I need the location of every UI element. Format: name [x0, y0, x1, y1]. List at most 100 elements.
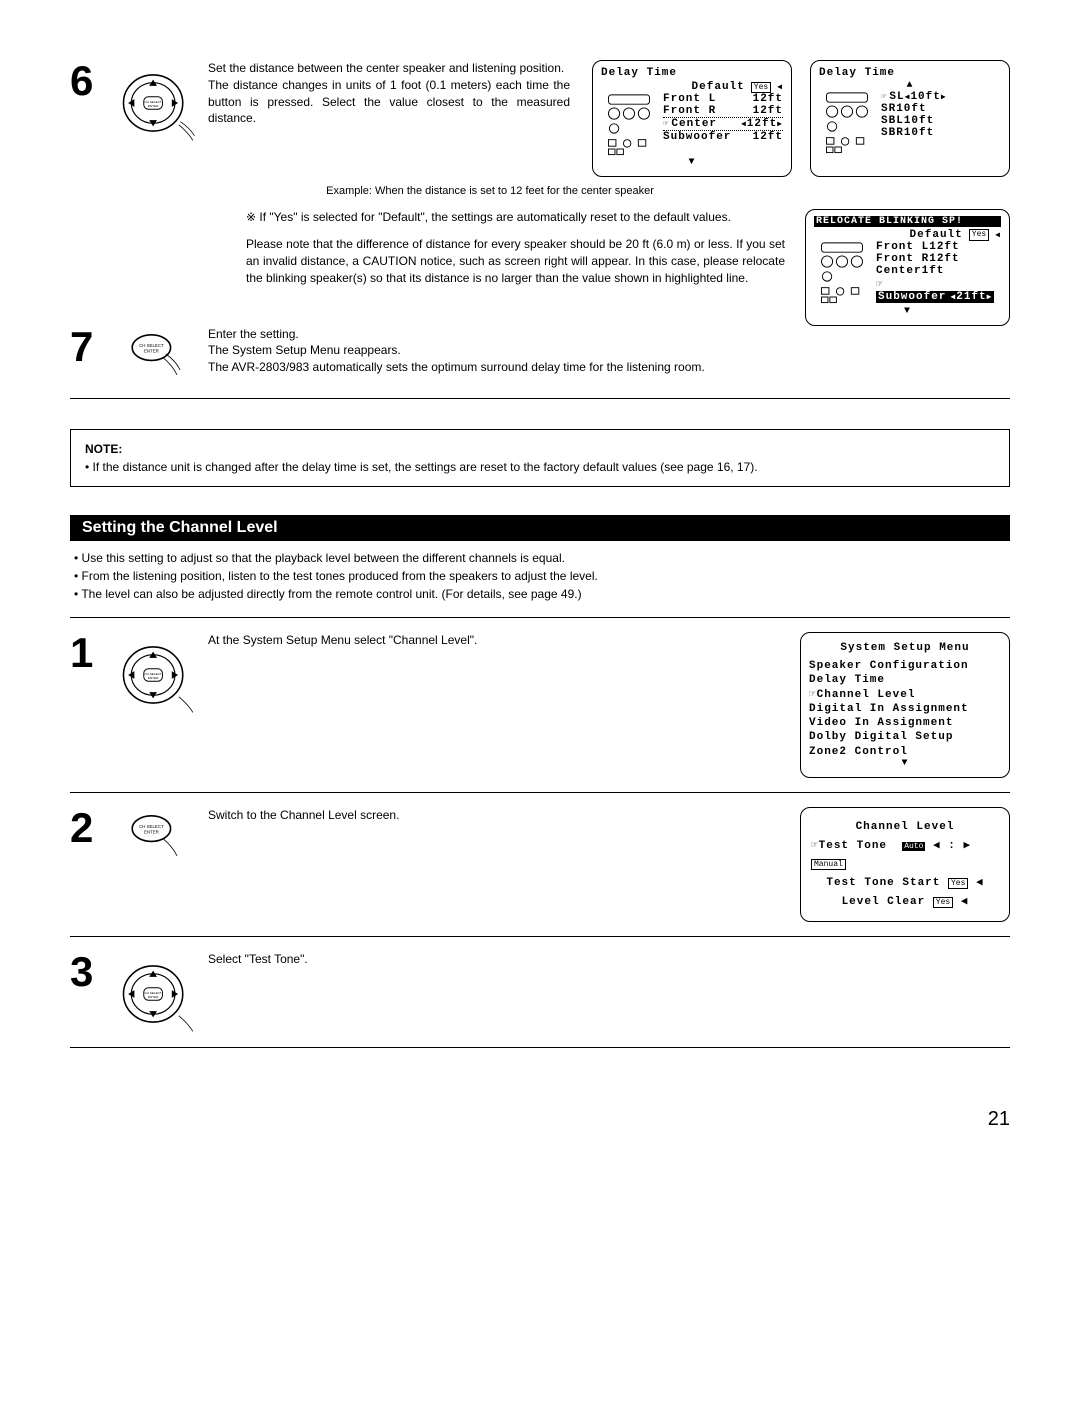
row-label: SBL: [881, 115, 904, 127]
arrow-left-icon: [995, 229, 1001, 241]
text-line: Enter the setting.: [208, 326, 998, 343]
delay-time-screen-1: Delay Time Default Yes: [592, 60, 792, 177]
remote-icon: [601, 93, 657, 158]
yes-tag: Yes: [948, 878, 968, 889]
step-7: 7 CH SELECT ENTER Enter the setting. The…: [70, 326, 1010, 378]
step-number: 6: [70, 60, 106, 102]
arrow-right-icon: [987, 291, 993, 303]
row-value: 12ft: [929, 253, 959, 265]
step-number: 7: [70, 326, 106, 368]
step-7-text: Enter the setting. The System Setup Menu…: [208, 326, 1010, 376]
menu-item-label: Channel Level: [817, 689, 916, 701]
row-label: Center: [876, 265, 922, 277]
divider: [70, 936, 1010, 937]
step-6-screens: Delay Time Default Yes: [592, 60, 1010, 177]
svg-text:ENTER: ENTER: [148, 104, 159, 108]
dpad-icon: CH SELECT ENTER: [116, 60, 198, 142]
row-label: Front R: [876, 253, 929, 265]
step-6-text: Set the distance between the center spea…: [208, 60, 582, 127]
system-setup-menu-screen: System Setup Menu Speaker Configuration …: [800, 632, 1010, 778]
yes-tag: Yes: [933, 897, 953, 908]
default-label: Default: [910, 229, 963, 241]
bullet-item: Use this setting to adjust so that the p…: [74, 549, 1010, 567]
default-value: Yes: [969, 229, 989, 241]
relocate-heading: RELOCATE BLINKING SP!: [814, 216, 1001, 227]
note-bullet: • If the distance unit is changed after …: [85, 458, 995, 476]
step-6: 6 CH SELECT ENTER Set the distance betwe…: [70, 60, 1010, 177]
note-text: If the distance unit is changed after th…: [93, 460, 758, 474]
dpad-icon: CH SELECT ENTER: [116, 951, 198, 1033]
text-line: The AVR-2803/983 automatically sets the …: [208, 359, 998, 376]
menu-row: ☞Test Tone Auto ◀ : ▶ Manual: [811, 837, 999, 874]
row-value: 1ft: [922, 265, 945, 277]
svg-text:CH SELECT: CH SELECT: [139, 342, 164, 347]
up-arrow-icon: ▲: [819, 81, 1001, 91]
arrow-right-icon: [777, 118, 783, 130]
yes-default-note: ※ If "Yes" is selected for "Default", th…: [246, 209, 785, 226]
row-value: 12ft: [753, 93, 783, 105]
menu-item: Video In Assignment: [809, 716, 1001, 730]
row-label: Front R: [663, 105, 716, 117]
step-number: 3: [70, 951, 106, 993]
step-3b-text: Select "Test Tone".: [208, 951, 1010, 968]
divider: [70, 398, 1010, 399]
row-label: Center: [663, 118, 717, 130]
svg-text:CH SELECT: CH SELECT: [139, 824, 164, 829]
divider: [70, 1047, 1010, 1048]
example-caption: Example: When the distance is set to 12 …: [310, 185, 670, 197]
svg-text:ENTER: ENTER: [148, 676, 159, 680]
down-arrow-icon: ▼: [814, 307, 1001, 317]
text-line: The System Setup Menu reappears.: [208, 342, 998, 359]
row-label: Level Clear: [842, 896, 926, 908]
row-label: SR: [881, 103, 896, 115]
enter-button-icon: CH SELECT ENTER: [116, 807, 198, 859]
row-label: Front L: [876, 241, 929, 253]
note-title: NOTE:: [85, 440, 995, 458]
screen-title: Delay Time: [819, 67, 1001, 79]
row-value: 10ft: [904, 115, 934, 127]
menu-item: Digital In Assignment: [809, 702, 1001, 716]
step-number: 2: [70, 807, 106, 849]
default-label: Default: [692, 81, 745, 93]
row-label: Test Tone: [819, 840, 887, 852]
step-1b-text: At the System Setup Menu select "Channel…: [208, 632, 790, 649]
menu-item: Dolby Digital Setup: [809, 730, 1001, 744]
distance-caution-note: Please note that the difference of dista…: [246, 236, 785, 286]
remote-icon: [814, 241, 870, 306]
manual-tag: Manual: [811, 859, 846, 870]
row-value: 10ft: [910, 91, 940, 103]
row-value: 10ft: [896, 103, 926, 115]
row-value: 10ft: [904, 127, 934, 139]
dpad-icon: CH SELECT ENTER: [116, 632, 198, 714]
default-value: Yes: [751, 82, 771, 93]
down-arrow-icon: ▼: [601, 158, 783, 168]
screen-title: Delay Time: [601, 67, 783, 79]
menu-item-selected: ☞Channel Level: [809, 688, 1001, 702]
arrow-left-icon: [777, 81, 783, 93]
step-1b: 1 CH SELECT ENTER At the System Setup Me…: [70, 632, 1010, 778]
svg-text:ENTER: ENTER: [144, 348, 159, 353]
row-value: 12ft: [929, 241, 959, 253]
relocate-screen: RELOCATE BLINKING SP! Default Yes Front …: [805, 209, 1010, 325]
section-bullets: Use this setting to adjust so that the p…: [70, 549, 1010, 603]
auto-tag: Auto: [902, 842, 925, 851]
row-value: 12ft: [753, 131, 783, 143]
note-box: NOTE: • If the distance unit is changed …: [70, 429, 1010, 487]
row-label: Front L: [663, 93, 716, 105]
svg-text:ENTER: ENTER: [144, 829, 159, 834]
screen-title: System Setup Menu: [809, 641, 1001, 655]
section-header: Setting the Channel Level: [70, 515, 1010, 541]
row-value: 12ft: [753, 105, 783, 117]
menu-row: Level Clear Yes ◀: [811, 893, 999, 912]
enter-button-icon: CH SELECT ENTER: [116, 326, 198, 378]
step-number: 1: [70, 632, 106, 674]
row-label: SL: [881, 91, 905, 103]
bullet-item: From the listening position, listen to t…: [74, 567, 1010, 585]
remote-icon: [819, 91, 875, 156]
svg-text:ENTER: ENTER: [148, 995, 159, 999]
row-value: 21ft: [956, 291, 986, 303]
row-label: Subwoofer: [876, 291, 948, 303]
row-label: Subwoofer: [663, 131, 731, 143]
row-label: Test Tone Start: [826, 877, 940, 889]
down-arrow-icon: ▼: [809, 759, 1001, 769]
